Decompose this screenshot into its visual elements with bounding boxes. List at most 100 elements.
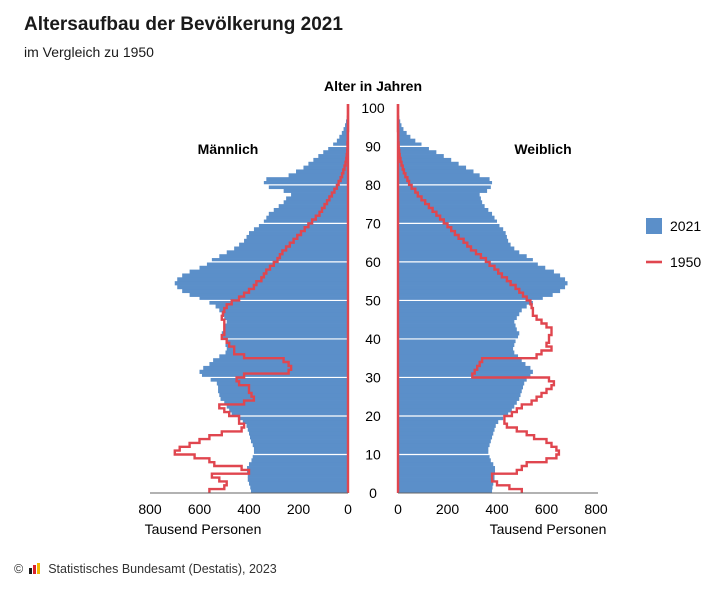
male-x-tick-400: 400 bbox=[237, 501, 261, 517]
age-tick-20: 20 bbox=[365, 408, 381, 424]
legend-1950-label: 1950 bbox=[670, 254, 701, 270]
male-bar-age-43 bbox=[225, 323, 348, 328]
male-x-tick-0: 0 bbox=[344, 501, 352, 517]
male-bar-age-23 bbox=[224, 400, 348, 405]
female-x-axis-label: Tausend Personen bbox=[490, 521, 607, 537]
male-bar-age-45 bbox=[224, 315, 348, 321]
male-bar-age-20 bbox=[231, 412, 348, 417]
male-bar-age-48 bbox=[215, 304, 348, 309]
male-bar-age-27 bbox=[218, 385, 348, 390]
male-bar-age-73 bbox=[273, 207, 348, 213]
female-bar-age-33 bbox=[398, 362, 526, 367]
female-bar-age-24 bbox=[398, 396, 520, 401]
female-bar-age-15 bbox=[398, 431, 494, 436]
female-bar-age-0 bbox=[398, 489, 493, 494]
female-bar-age-83 bbox=[398, 169, 474, 174]
female-bar-age-29 bbox=[398, 377, 527, 382]
female-bar-age-73 bbox=[398, 207, 489, 213]
female-bar-age-71 bbox=[398, 215, 495, 220]
legend-2021-label: 2021 bbox=[670, 218, 701, 234]
female-bar-age-76 bbox=[398, 196, 481, 201]
male-bar-age-76 bbox=[286, 196, 348, 201]
male-bar-age-49 bbox=[209, 300, 348, 305]
male-bar-age-51 bbox=[189, 292, 348, 297]
male-bar-age-57 bbox=[189, 269, 348, 274]
male-bar-age-33 bbox=[209, 362, 348, 367]
male-bar-age-25 bbox=[219, 392, 348, 398]
female-bar-age-45 bbox=[398, 315, 517, 321]
female-2021-bars bbox=[398, 104, 568, 494]
female-x-tick-0: 0 bbox=[394, 501, 402, 517]
age-tick-30: 30 bbox=[365, 369, 381, 385]
male-bar-age-44 bbox=[226, 319, 348, 324]
male-bar-age-89 bbox=[328, 146, 348, 151]
male-bar-age-15 bbox=[249, 431, 348, 436]
female-bar-age-37 bbox=[398, 346, 514, 351]
male-bar-age-32 bbox=[203, 365, 348, 371]
female-bar-age-22 bbox=[398, 404, 515, 409]
female-bar-age-67 bbox=[398, 231, 506, 236]
female-bar-age-9 bbox=[398, 454, 490, 459]
male-bar-age-95 bbox=[345, 123, 348, 128]
male-bar-age-30 bbox=[201, 373, 348, 378]
age-gridlines bbox=[150, 145, 598, 456]
male-bar-age-4 bbox=[247, 473, 348, 478]
female-bar-age-55 bbox=[398, 277, 566, 282]
age-tick-0: 0 bbox=[369, 485, 377, 501]
male-bar-age-90 bbox=[333, 142, 348, 147]
female-bar-age-57 bbox=[398, 269, 554, 274]
legend: 2021 1950 bbox=[646, 218, 701, 270]
female-bar-age-44 bbox=[398, 319, 515, 324]
male-bar-age-17 bbox=[246, 423, 348, 428]
age-tick-90: 90 bbox=[365, 138, 381, 154]
male-bar-age-39 bbox=[225, 338, 348, 344]
female-bar-age-65 bbox=[398, 238, 509, 244]
female-bar-age-93 bbox=[398, 130, 407, 136]
male-bar-age-3 bbox=[247, 477, 348, 482]
female-bar-age-79 bbox=[398, 184, 491, 190]
male-bar-age-62 bbox=[226, 250, 348, 255]
male-bar-age-80 bbox=[263, 181, 348, 186]
female-bar-age-95 bbox=[398, 123, 402, 128]
male-bar-age-91 bbox=[336, 138, 348, 143]
male-bar-age-34 bbox=[213, 358, 348, 363]
male-x-tick-800: 800 bbox=[138, 501, 162, 517]
male-bar-age-50 bbox=[199, 296, 348, 301]
male-bar-age-94 bbox=[343, 127, 348, 132]
male-bar-age-87 bbox=[318, 154, 348, 159]
male-bar-age-82 bbox=[288, 173, 348, 178]
source-footer: © Statistisches Bundesamt (Destatis), 20… bbox=[14, 562, 277, 576]
age-tick-labels: 0 10 20 30 40 50 60 70 80 90 100 bbox=[361, 100, 385, 501]
male-bar-age-88 bbox=[323, 150, 348, 155]
female-x-tick-200: 200 bbox=[436, 501, 460, 517]
female-bar-age-3 bbox=[398, 477, 495, 482]
male-bar-age-10 bbox=[253, 450, 348, 455]
female-bar-age-23 bbox=[398, 400, 517, 405]
male-bar-age-61 bbox=[219, 254, 348, 259]
male-bar-age-14 bbox=[249, 435, 348, 440]
male-bar-age-72 bbox=[268, 211, 348, 217]
age-tick-80: 80 bbox=[365, 177, 381, 193]
male-bar-age-81 bbox=[266, 177, 348, 182]
male-bar-age-65 bbox=[244, 238, 348, 244]
female-bar-age-59 bbox=[398, 261, 538, 267]
female-bar-age-43 bbox=[398, 323, 516, 328]
male-bar-age-6 bbox=[247, 466, 348, 471]
female-bar-age-28 bbox=[398, 381, 525, 386]
female-bar-age-66 bbox=[398, 234, 507, 240]
male-bar-age-31 bbox=[199, 369, 348, 374]
female-bar-age-84 bbox=[398, 165, 467, 170]
female-bar-age-42 bbox=[398, 327, 517, 332]
male-bar-age-1 bbox=[250, 485, 348, 490]
x-tick-labels: 800 600 400 200 0 0 200 400 600 800 bbox=[138, 501, 608, 517]
chart-title: Altersaufbau der Bevölkerung 2021 bbox=[24, 14, 343, 35]
male-x-tick-600: 600 bbox=[188, 501, 212, 517]
copyright-symbol: © bbox=[14, 562, 24, 576]
male-label: Männlich bbox=[198, 141, 259, 157]
male-1950-line bbox=[173, 104, 350, 493]
male-bar-age-71 bbox=[266, 215, 348, 220]
female-bar-age-16 bbox=[398, 427, 495, 432]
female-bar-age-75 bbox=[398, 200, 483, 205]
female-bar-age-63 bbox=[398, 246, 515, 251]
female-bar-age-8 bbox=[398, 458, 491, 463]
